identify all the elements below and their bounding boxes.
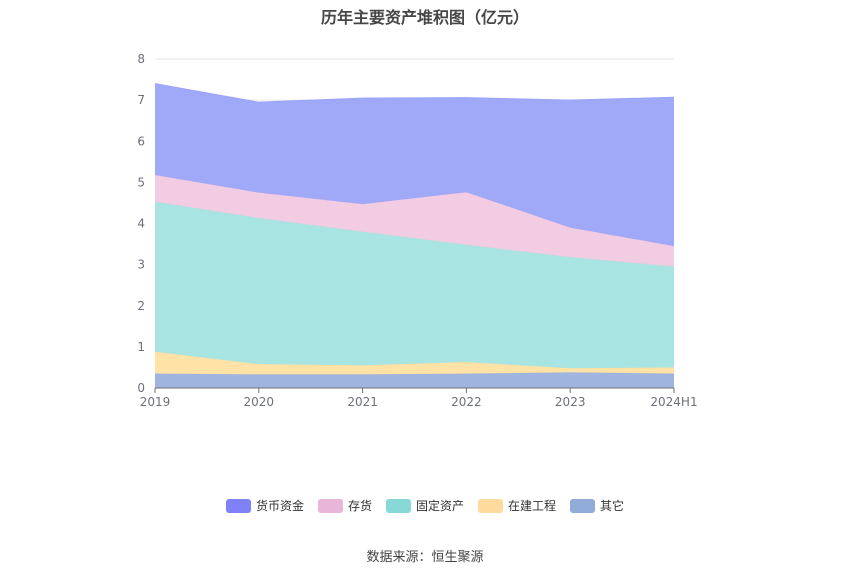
legend-label: 固定资产 [415, 499, 464, 513]
y-tick-label: 2 [137, 299, 145, 313]
legend-swatch [317, 498, 343, 513]
y-tick-label: 1 [137, 340, 145, 354]
legend-item[interactable]: 存货 [317, 497, 372, 514]
legend-item[interactable]: 在建工程 [478, 497, 556, 514]
area-其它 [155, 372, 674, 388]
legend: 货币资金 存货 固定资产 在建工程 其它 [0, 497, 850, 514]
area-存货 [155, 174, 674, 267]
legend-label: 货币资金 [255, 499, 304, 513]
y-tick-label: 6 [137, 134, 145, 148]
x-tick-label: 2024H1 [650, 395, 697, 409]
x-tick-label: 2022 [451, 395, 482, 409]
legend-label: 其它 [600, 499, 625, 513]
area-series [154, 83, 675, 388]
area-固定资产 [155, 201, 674, 369]
y-tick-label: 3 [137, 258, 145, 272]
y-tick-label: 7 [137, 93, 145, 107]
x-tick-label: 2023 [555, 395, 586, 409]
legend-item[interactable]: 其它 [570, 497, 624, 514]
axes: 0 1 2 3 4 5 6 7 8 2019 2020 2021 2022 2023 2024H1 [137, 52, 697, 409]
y-tick-label: 8 [137, 52, 145, 66]
legend-item[interactable]: 货币资金 [225, 497, 304, 514]
legend-label: 存货 [347, 499, 372, 513]
y-tick-label: 4 [137, 217, 145, 231]
y-tick-label: 0 [137, 381, 145, 395]
area-货币资金 [155, 83, 674, 247]
x-tick-label: 2021 [347, 395, 378, 409]
x-tick-label: 2019 [140, 395, 171, 409]
legend-swatch [225, 498, 251, 513]
legend-label: 在建工程 [508, 499, 557, 513]
legend-item[interactable]: 固定资产 [385, 497, 464, 514]
x-tick-label: 2020 [244, 395, 275, 409]
chart-title: 历年主要资产堆积图（亿元） [320, 8, 529, 27]
y-tick-label: 5 [137, 175, 145, 189]
legend-swatch [570, 498, 596, 513]
data-source: 数据来源：恒生聚源 [366, 550, 484, 565]
line-货币资金 [154, 83, 675, 103]
legend-swatch [385, 498, 411, 513]
legend-swatch [478, 498, 503, 513]
area-在建工程 [155, 351, 674, 375]
